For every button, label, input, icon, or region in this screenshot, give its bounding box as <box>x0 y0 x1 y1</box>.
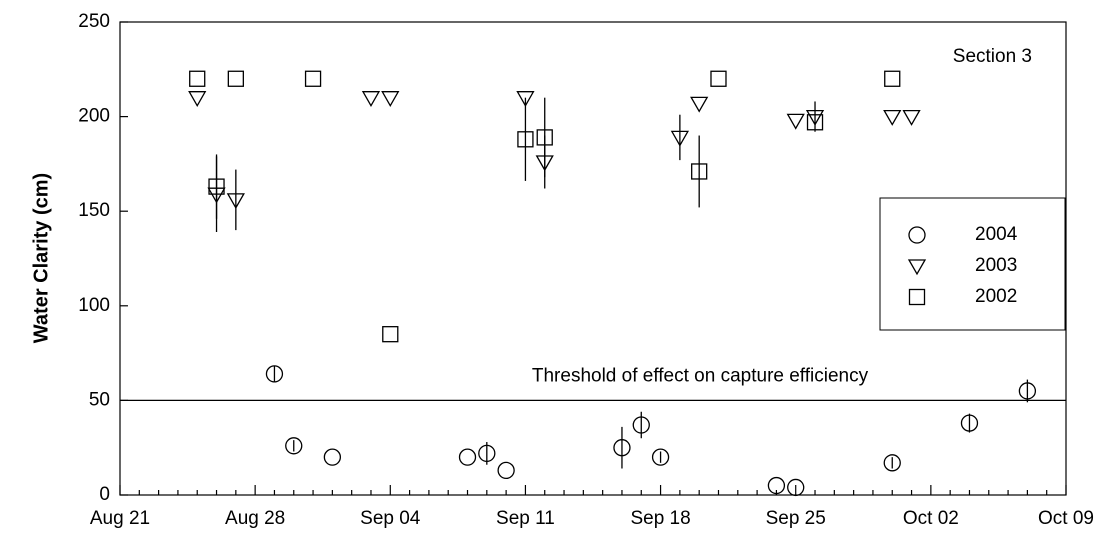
legend-box <box>879 197 1066 331</box>
legend-label: 2002 <box>975 286 1017 307</box>
marker-circle <box>323 448 342 466</box>
y-tick-label: 0 <box>99 484 110 505</box>
annotation: Section 3 <box>953 46 1032 67</box>
marker-triangle <box>690 96 709 113</box>
legend-marker <box>907 259 927 276</box>
y-tick-label: 100 <box>78 295 110 316</box>
legend-marker <box>908 288 926 306</box>
marker-triangle <box>670 130 689 147</box>
marker-circle <box>787 478 805 497</box>
marker-circle <box>767 476 786 495</box>
marker-triangle <box>188 91 207 107</box>
y-tick-label: 200 <box>78 106 110 127</box>
legend-marker <box>908 226 926 244</box>
x-tick-label: Aug 21 <box>90 508 150 529</box>
marker-triangle <box>786 113 805 130</box>
marker-square <box>884 70 901 87</box>
x-tick-label: Oct 09 <box>1038 508 1094 529</box>
marker-circle <box>285 437 303 455</box>
marker-circle <box>458 448 477 466</box>
marker-circle <box>1018 382 1037 400</box>
marker-square <box>227 70 244 87</box>
marker-circle <box>265 365 284 383</box>
marker-triangle <box>361 91 381 107</box>
marker-circle <box>497 461 515 480</box>
x-tick-label: Sep 25 <box>766 508 826 529</box>
x-tick-label: Oct 02 <box>903 508 959 529</box>
y-tick-label: 250 <box>78 11 110 32</box>
marker-triangle <box>902 109 921 126</box>
marker-square <box>304 70 322 87</box>
x-tick-label: Sep 04 <box>360 508 421 529</box>
marker-triangle <box>516 91 535 107</box>
marker-square <box>382 326 399 343</box>
marker-circle <box>613 439 631 457</box>
marker-circle <box>632 416 650 434</box>
marker-triangle <box>883 109 902 126</box>
marker-square <box>189 70 206 87</box>
marker-circle <box>883 454 901 472</box>
x-tick-label: Sep 11 <box>496 508 555 529</box>
y-tick-label: 150 <box>78 200 110 221</box>
x-tick-label: Aug 28 <box>225 508 285 529</box>
y-tick-label: 50 <box>89 389 110 410</box>
marker-square <box>517 131 534 148</box>
legend-label: 2003 <box>975 255 1017 276</box>
marker-triangle <box>805 109 825 126</box>
marker-triangle <box>226 193 245 210</box>
marker-square <box>208 178 225 195</box>
x-tick-label: Sep 18 <box>630 508 690 529</box>
marker-triangle <box>381 91 400 107</box>
marker-circle <box>960 414 979 432</box>
legend-label: 2004 <box>975 224 1018 245</box>
threshold-label: Threshold of effect on capture efficienc… <box>532 365 869 386</box>
marker-square <box>536 129 553 146</box>
marker-square <box>691 163 708 180</box>
y-axis-title: Water Clarity (cm) <box>30 173 52 343</box>
marker-circle <box>478 444 496 463</box>
marker-square <box>710 70 727 87</box>
marker-circle <box>651 448 670 466</box>
plot-frame <box>119 21 1067 496</box>
marker-square <box>806 114 824 131</box>
